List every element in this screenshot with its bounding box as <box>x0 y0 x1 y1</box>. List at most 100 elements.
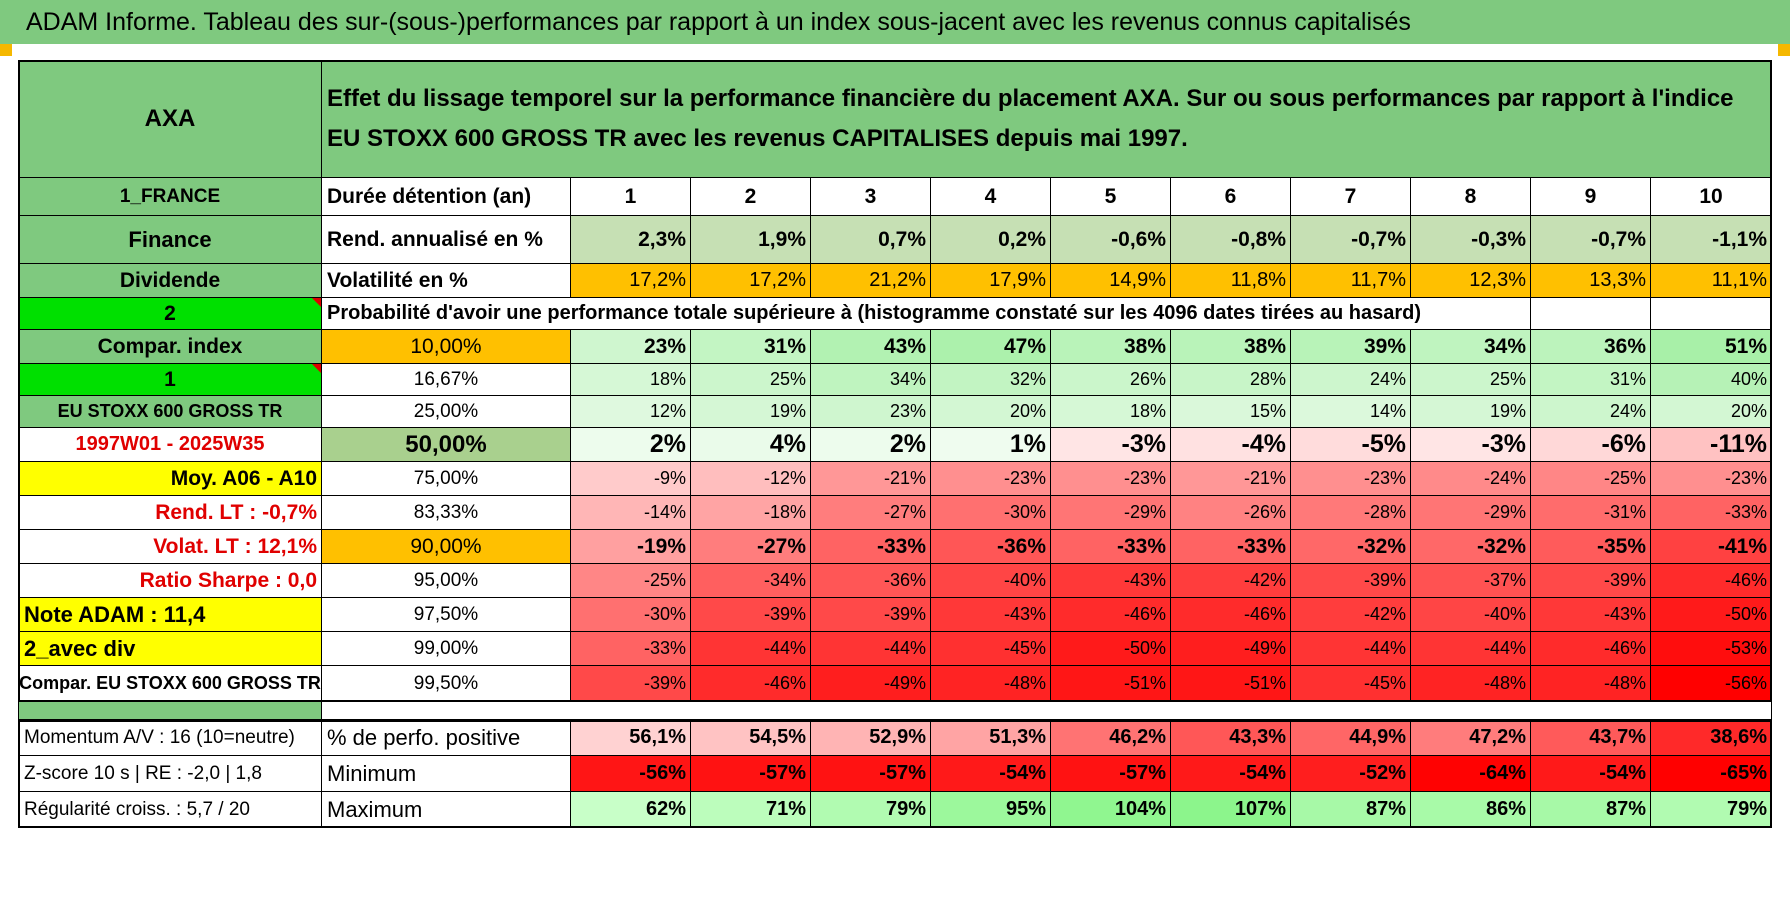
prob-value: 31% <box>691 330 811 364</box>
threshold-8: 95,00% <box>322 564 571 598</box>
regularite-label: Régularité croiss. : 5,7 / 20 <box>18 792 322 828</box>
table-description: Effet du lissage temporel sur la perform… <box>322 60 1772 178</box>
rend-value-2: 1,9% <box>691 216 811 264</box>
vol-value-9: 13,3% <box>1531 264 1651 298</box>
prob-value: -46% <box>1051 598 1171 632</box>
prob-value: -18% <box>691 496 811 530</box>
prob-value: -25% <box>1531 462 1651 496</box>
country-label: 1_FRANCE <box>18 178 322 216</box>
prob-value: -23% <box>931 462 1051 496</box>
prob-value: -4% <box>1171 428 1291 462</box>
threshold-5: 75,00% <box>322 462 571 496</box>
stats-value: 38,6% <box>1651 720 1772 756</box>
prob-value: -23% <box>1651 462 1772 496</box>
stats-value: 87% <box>1531 792 1651 828</box>
prob-value: -23% <box>1051 462 1171 496</box>
prob-value: 36% <box>1531 330 1651 364</box>
prob-value: 31% <box>1531 364 1651 396</box>
prob-value: -9% <box>571 462 691 496</box>
prob-value: 38% <box>1171 330 1291 364</box>
threshold-2: 16,67% <box>322 364 571 396</box>
stats-value: -54% <box>931 756 1051 792</box>
prob-value: 34% <box>1411 330 1531 364</box>
threshold-11: 99,50% <box>322 666 571 702</box>
stock-name: AXA <box>18 60 322 178</box>
vol-value-5: 14,9% <box>1051 264 1171 298</box>
corner-marker <box>0 44 12 56</box>
category-label: Dividende <box>18 264 322 298</box>
prob-value: -27% <box>811 496 931 530</box>
holding-duration-label: Durée détention (an) <box>322 178 571 216</box>
report-title-banner: ADAM Informe. Tableau des sur-(sous-)per… <box>0 0 1790 44</box>
stats-value: -57% <box>691 756 811 792</box>
prob-value: -49% <box>1171 632 1291 666</box>
prob-value: -41% <box>1651 530 1772 564</box>
stats-value: 71% <box>691 792 811 828</box>
prob-value: -25% <box>571 564 691 598</box>
stats-value: 79% <box>1651 792 1772 828</box>
stats-value: 104% <box>1051 792 1171 828</box>
prob-value: -46% <box>1171 598 1291 632</box>
sector-label: Finance <box>18 216 322 264</box>
stats-value: 46,2% <box>1051 720 1171 756</box>
prob-value: 20% <box>1651 396 1772 428</box>
stats-value: -64% <box>1411 756 1531 792</box>
prob-value: 26% <box>1051 364 1171 396</box>
prob-value: -14% <box>571 496 691 530</box>
prob-value: -50% <box>1051 632 1171 666</box>
prob-value: -21% <box>811 462 931 496</box>
prob-value: -30% <box>571 598 691 632</box>
threshold-9: 97,50% <box>322 598 571 632</box>
year-header-4: 4 <box>931 178 1051 216</box>
stats-value: -54% <box>1171 756 1291 792</box>
prob-value: -33% <box>811 530 931 564</box>
prob-value: -39% <box>811 598 931 632</box>
prob-value: -32% <box>1291 530 1411 564</box>
threshold-1: 10,00% <box>322 330 571 364</box>
volatilite-label: Volatilité en % <box>322 264 571 298</box>
prob-value: -48% <box>1531 666 1651 702</box>
rend-value-1: 2,3% <box>571 216 691 264</box>
stats-value: 79% <box>811 792 931 828</box>
performance-table: AXA 1_FRANCE Finance Dividende 2 Compar. inde… <box>18 60 1772 890</box>
prob-value: -48% <box>1411 666 1531 702</box>
prob-value: -36% <box>931 530 1051 564</box>
rend-value-4: 0,2% <box>931 216 1051 264</box>
rend-value-8: -0,3% <box>1411 216 1531 264</box>
prob-value: -3% <box>1411 428 1531 462</box>
prob-value: -44% <box>1291 632 1411 666</box>
vol-value-1: 17,2% <box>571 264 691 298</box>
prob-value: -46% <box>1651 564 1772 598</box>
prob-value: -36% <box>811 564 931 598</box>
volat-lt-label: Volat. LT : 12,1% <box>18 530 322 564</box>
prob-value: -23% <box>1291 462 1411 496</box>
rend-value-10: -1,1% <box>1651 216 1772 264</box>
prob-value: -37% <box>1411 564 1531 598</box>
vol-value-2: 17,2% <box>691 264 811 298</box>
year-header-5: 5 <box>1051 178 1171 216</box>
prob-value: 20% <box>931 396 1051 428</box>
prob-value: 25% <box>1411 364 1531 396</box>
vol-value-8: 12,3% <box>1411 264 1531 298</box>
prob-value: -42% <box>1171 564 1291 598</box>
code-1-cell: 1 <box>18 364 322 396</box>
year-header-7: 7 <box>1291 178 1411 216</box>
prob-value: -42% <box>1291 598 1411 632</box>
empty-cell <box>1651 298 1772 330</box>
prob-value: 14% <box>1291 396 1411 428</box>
prob-value: -50% <box>1651 598 1772 632</box>
comment-marker-icon <box>312 364 321 373</box>
prob-value: -39% <box>691 598 811 632</box>
prob-value: 2% <box>571 428 691 462</box>
rend-value-5: -0,6% <box>1051 216 1171 264</box>
prob-value: 19% <box>1411 396 1531 428</box>
prob-value: 39% <box>1291 330 1411 364</box>
prob-value: -27% <box>691 530 811 564</box>
period-label: 1997W01 - 2025W35 <box>18 428 322 462</box>
prob-value: -5% <box>1291 428 1411 462</box>
prob-value: -33% <box>1051 530 1171 564</box>
year-header-1: 1 <box>571 178 691 216</box>
prob-value: -40% <box>1411 598 1531 632</box>
prob-value: -33% <box>1651 496 1772 530</box>
threshold-3: 25,00% <box>322 396 571 428</box>
